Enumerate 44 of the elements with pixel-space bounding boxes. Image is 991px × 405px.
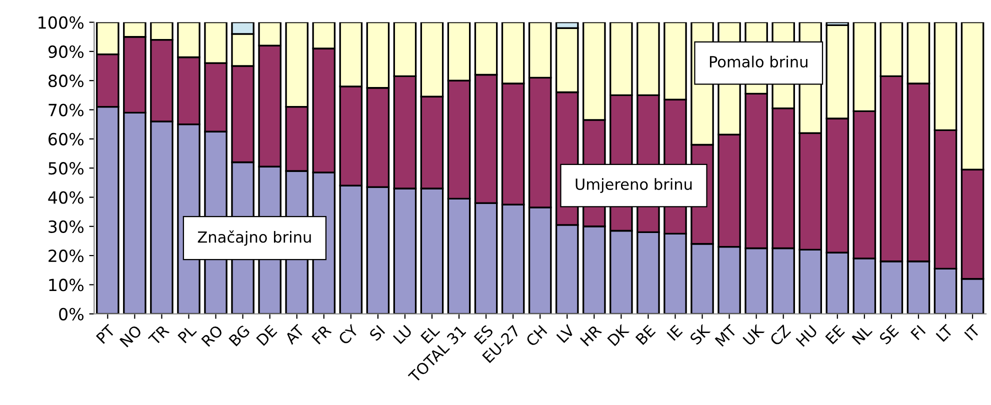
x-tick-label: HU (796, 324, 818, 347)
y-tick-label: 20% (48, 250, 84, 262)
x-tick-label: HR (580, 324, 602, 346)
x-tick-label: CY (338, 324, 360, 346)
y-tick-label: 40% (48, 191, 84, 204)
y-tick-label: 10% (49, 278, 84, 292)
x-tick-label: MT (714, 324, 738, 347)
x-tick-label: PL (178, 324, 197, 344)
x-tick-label: NL (852, 324, 873, 345)
x-tick-label: BG (228, 324, 250, 346)
x-tick-label: TR (148, 324, 170, 346)
x-tick-label: PT (96, 324, 116, 344)
y-tick-label: 0% (59, 308, 84, 320)
x-tick-label: FI (910, 324, 926, 340)
y-tick-label: 30% (48, 220, 84, 233)
x-tick-label: DK (607, 324, 630, 346)
y-tick-label: 100% (38, 16, 84, 29)
x-tick-label: LV (556, 324, 576, 343)
y-tick-label: 80% (48, 74, 84, 88)
x-tick-label: SI (368, 324, 386, 342)
x-tick-label: LU (392, 324, 412, 344)
x-tick-label: FR (312, 324, 332, 344)
x-tick-label: SE (878, 324, 900, 345)
y-tick-label: 50% (48, 162, 84, 175)
series-label: Pomalo brinu (710, 56, 808, 68)
x-tick-label: RO (201, 324, 224, 347)
y-tick-label: 70% (48, 104, 84, 116)
x-tick-label: NO (119, 324, 142, 348)
x-tick-label: UK (742, 324, 765, 346)
y-tick-label: 90% (48, 45, 84, 58)
x-tick-label: DE (256, 324, 278, 346)
x-tick-label: CH (525, 324, 548, 348)
series-label: Značajno brinu (198, 230, 311, 246)
x-tick-label: SK (689, 324, 711, 346)
x-tick-label: IT (964, 324, 981, 341)
x-tick-label: LT (936, 324, 954, 342)
x-tick-label: EL (420, 324, 440, 344)
x-tick-label: IE (666, 324, 683, 341)
x-tick-label: CZ (769, 324, 792, 346)
series-label: Umjereno brinu (576, 178, 692, 193)
x-tick-label: EE (825, 324, 845, 344)
x-tick-label: BE (635, 324, 656, 345)
x-tick-label: AT (284, 324, 306, 345)
y-tick-label: 60% (48, 132, 84, 146)
